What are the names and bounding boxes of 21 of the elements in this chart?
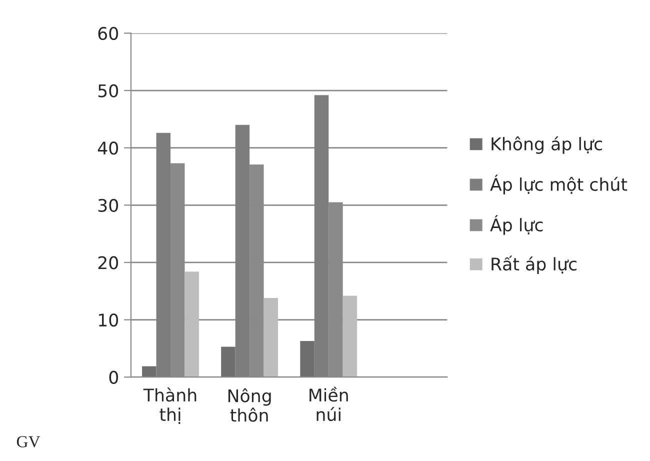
y-tick-label: 60 (98, 26, 118, 40)
bar (221, 346, 236, 378)
legend-label: Không áp lực (492, 136, 602, 154)
x-tick-label: Nông thôn (228, 388, 271, 422)
legend-label: Áp lực một chút (490, 174, 628, 194)
y-tick-label: 50 (98, 84, 118, 98)
bar (142, 366, 156, 378)
bar (264, 298, 278, 378)
legend-label: Áp lực (490, 215, 543, 235)
legend-label: Rất áp lực (492, 256, 576, 274)
y-tick-label: 10 (98, 313, 118, 327)
x-tick-label: Miền núi (310, 386, 348, 422)
y-tick-label: 20 (98, 256, 118, 270)
x-tick-label: Thành thị (143, 388, 196, 424)
bar (184, 272, 199, 378)
y-tick-label: 40 (98, 142, 118, 155)
y-tick-label: 30 (98, 198, 118, 212)
y-tick-label: 0 (109, 370, 118, 384)
text: GV (16, 436, 40, 448)
bar (300, 340, 314, 378)
bar (342, 296, 358, 378)
